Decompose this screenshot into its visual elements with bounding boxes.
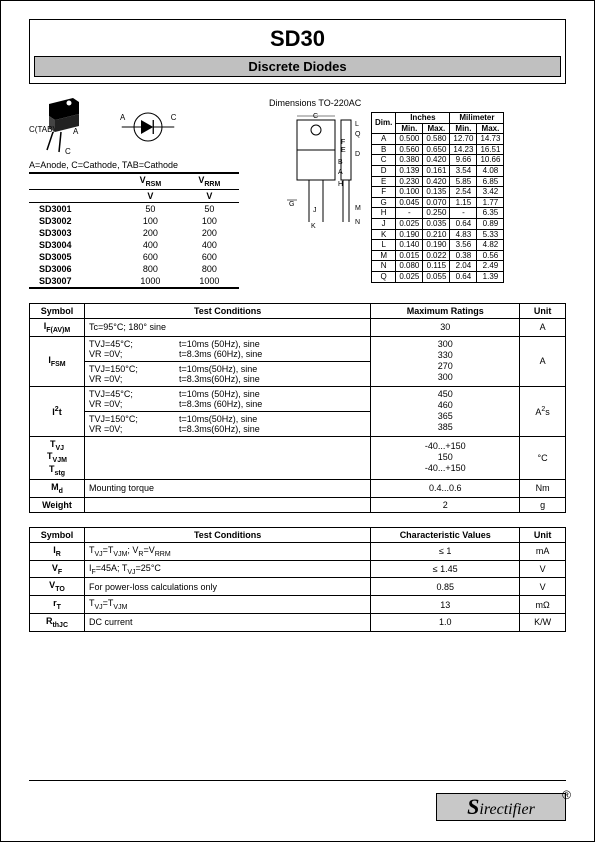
table-row: B0.5600.65014.2316.51 — [372, 144, 504, 155]
table-row: IF(AV)M Tc=95°C; 180° sine 30 A — [30, 318, 566, 336]
sym-ifsm: IFSM — [30, 336, 85, 386]
table-row: E0.2300.4205.856.85 — [372, 176, 504, 187]
svg-text:F: F — [341, 139, 345, 146]
svg-text:C: C — [171, 113, 177, 122]
sym-i2t: I2t — [30, 386, 85, 436]
table-row: SD300710001000 — [29, 275, 239, 288]
table-row: J0.0250.0350.640.89 — [372, 218, 504, 229]
table-row: rT TVJ=TVJM 13 mΩ — [30, 596, 566, 614]
table-row: TVJTVJMTstg -40...+150150-40...+150 °C — [30, 436, 566, 479]
table-row: RthJC DC current 1.0 K/W — [30, 613, 566, 631]
table-row: SD3005600600 — [29, 251, 239, 263]
table-row: G0.0450.0701.151.77 — [372, 197, 504, 208]
svg-text:B: B — [338, 159, 343, 166]
svg-text:A: A — [120, 113, 126, 122]
table-row: L0.1400.1903.564.82 — [372, 240, 504, 251]
title-box: SD30 Discrete Diodes — [29, 19, 566, 84]
footer-rule — [29, 780, 566, 781]
characteristics-table: Symbol Test Conditions Characteristic Va… — [29, 527, 566, 632]
table-row: VF IF=45A; TVJ=25°C ≤ 1.45 V — [30, 560, 566, 578]
sym-ifavm: IF(AV)M — [30, 318, 85, 336]
unit-a2s: A2s — [520, 386, 566, 436]
table-row: SD30015050 — [29, 202, 239, 215]
table-row: D0.1390.1613.544.08 — [372, 165, 504, 176]
table-row: SD3002100100 — [29, 215, 239, 227]
svg-text:D: D — [355, 151, 360, 158]
svg-text:K: K — [311, 223, 316, 230]
svg-text:M: M — [355, 205, 361, 212]
table-row: IR TVJ=TVJM; VR=VRRM ≤ 1 mA — [30, 542, 566, 560]
table-row: H-0.250-6.35 — [372, 208, 504, 219]
table-row: SD3006800800 — [29, 263, 239, 275]
package-outline-icon: C L Q F E B A H D G J K M N — [269, 112, 365, 238]
ratings-table: Symbol Test Conditions Maximum Ratings U… — [29, 303, 566, 513]
svg-text:Q: Q — [355, 131, 361, 138]
svg-text:J: J — [313, 207, 317, 214]
tab-label: C(TAB) — [29, 125, 55, 134]
svg-text:L: L — [355, 121, 359, 128]
svg-text:E: E — [341, 147, 346, 154]
pin-legend: A=Anode, C=Cathode, TAB=Cathode — [29, 160, 259, 170]
brand-logo: Sirectifier ® — [436, 793, 566, 821]
svg-text:C: C — [65, 147, 71, 156]
registered-icon: ® — [562, 788, 571, 802]
svg-text:N: N — [355, 219, 360, 226]
table-row: SD3004400400 — [29, 239, 239, 251]
table-row: M0.0150.0220.380.56 — [372, 250, 504, 261]
table-row: C0.3800.4209.6610.66 — [372, 155, 504, 166]
diode-symbol-icon: A C — [113, 107, 183, 147]
voltage-table: VRSM VRRM V V SD30015050SD3002100100SD30… — [29, 172, 239, 289]
table-row: Weight 2 g — [30, 497, 566, 512]
table-row: IFSM TVJ=45°C;t=10ms (50Hz), sine VR =0V… — [30, 336, 566, 386]
table-row: Q0.0250.0550.641.39 — [372, 271, 504, 282]
package-icon: C(TAB) A C — [29, 98, 99, 156]
subtitle-bar: Discrete Diodes — [34, 56, 561, 77]
table-row: F0.1000.1352.543.42 — [372, 187, 504, 198]
table-row: K0.1900.2104.835.33 — [372, 229, 504, 240]
table-row: VTO For power-loss calculations only 0.8… — [30, 578, 566, 596]
vrrm-header: VRRM — [180, 173, 239, 189]
table-row: I2t TVJ=45°C;t=10ms (50Hz), sine VR =0V;… — [30, 386, 566, 436]
table-row: N0.0800.1152.042.49 — [372, 261, 504, 272]
svg-text:H: H — [338, 181, 343, 188]
table-row: A0.5000.58012.7014.73 — [372, 134, 504, 145]
page-title: SD30 — [30, 26, 565, 52]
svg-text:A: A — [73, 127, 79, 136]
vrsm-header: VRSM — [121, 173, 180, 189]
svg-text:G: G — [289, 201, 294, 208]
dimensions-table: Dim. Inches Milimeter Min. Max. Min. Max… — [371, 112, 504, 283]
table-row: SD3003200200 — [29, 227, 239, 239]
table-row: Md Mounting torque 0.4...0.6 Nm — [30, 479, 566, 497]
svg-text:C: C — [313, 113, 318, 120]
dimensions-label: Dimensions TO-220AC — [269, 98, 566, 108]
svg-text:A: A — [338, 169, 343, 176]
